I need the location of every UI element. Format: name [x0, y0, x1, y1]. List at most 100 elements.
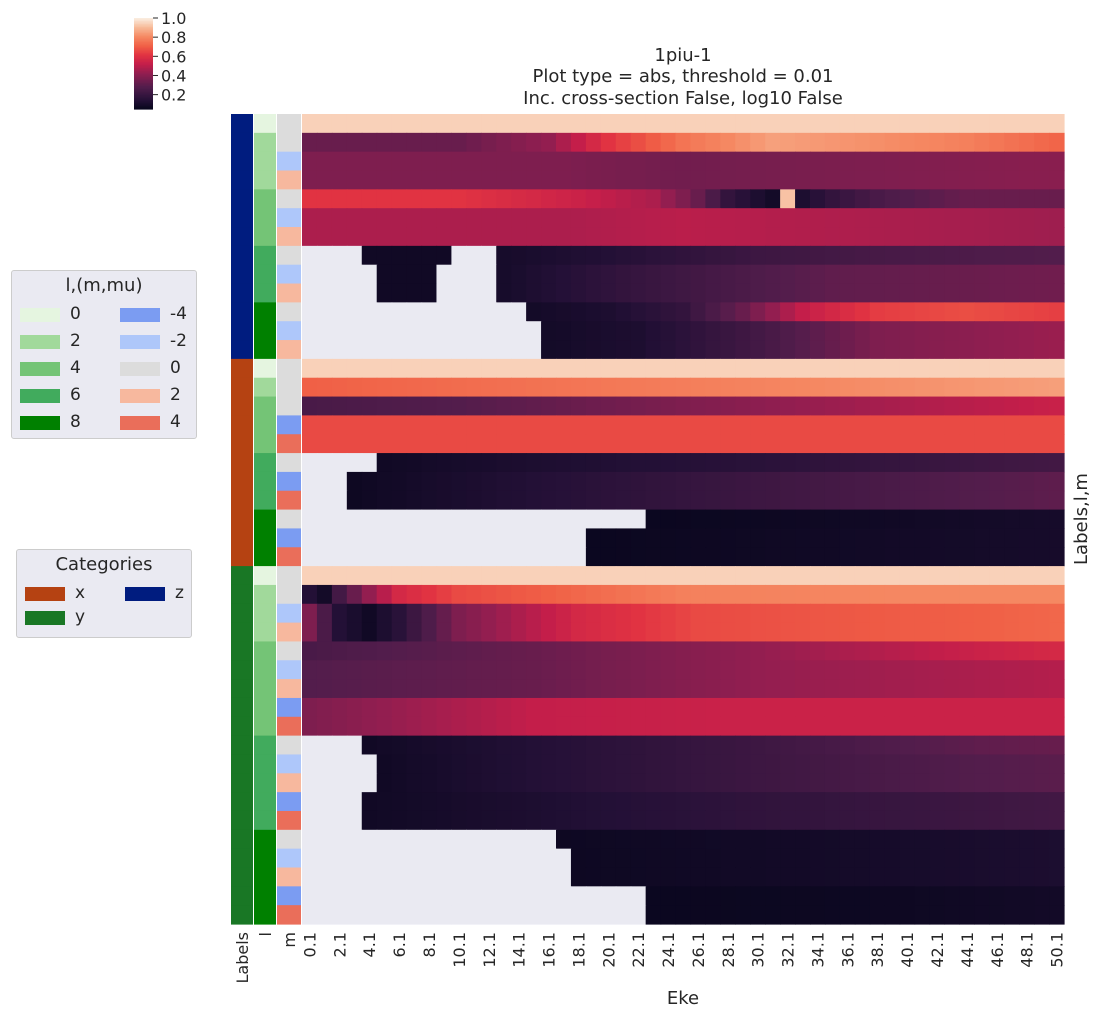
heatmap-cell	[421, 547, 438, 567]
heatmap-cell	[1049, 528, 1065, 548]
annotation-column-label: m	[280, 932, 299, 948]
heatmap-cell	[795, 321, 811, 341]
heatmap-cell	[959, 114, 975, 134]
heatmap-cell	[421, 434, 438, 454]
colorbar-segment	[134, 71, 153, 74]
colorbar-segment	[134, 104, 153, 107]
heatmap-cell	[511, 245, 527, 266]
heatmap-cell	[780, 603, 796, 624]
legend-l-entry-label: 0	[70, 304, 81, 324]
heatmap-cell	[406, 547, 423, 567]
heatmap-cell	[361, 810, 378, 831]
heatmap-cell	[959, 867, 975, 887]
heatmap-cell	[824, 151, 841, 172]
heatmap-cell	[556, 792, 572, 812]
heatmap-cell	[824, 735, 841, 756]
heatmap-cell	[884, 735, 901, 756]
heatmap-cell	[884, 584, 901, 605]
heatmap-cell	[1034, 358, 1050, 379]
heatmap-cell	[1034, 189, 1050, 209]
heatmap-cell	[376, 302, 393, 322]
heatmap-cell	[974, 151, 990, 172]
heatmap-cell	[884, 528, 901, 548]
heatmap-cell	[496, 302, 512, 322]
heatmap-cell	[675, 528, 692, 548]
heatmap-cell	[795, 810, 811, 831]
heatmap-cell	[795, 509, 811, 530]
heatmap-cell	[630, 283, 647, 303]
heatmap-cell	[436, 566, 453, 586]
heatmap-cell	[436, 697, 453, 718]
heatmap-cell	[884, 547, 901, 567]
heatmap-cell	[541, 490, 557, 511]
heatmap-cell	[1049, 471, 1065, 492]
heatmap-cell	[302, 321, 318, 341]
heatmap-cell	[750, 754, 766, 774]
annotation-label-cell	[231, 547, 253, 567]
heatmap-cell	[989, 792, 1005, 812]
heatmap-cell	[705, 792, 721, 812]
heatmap-cell	[615, 471, 632, 492]
heatmap-cell	[1049, 829, 1065, 850]
heatmap-cell	[645, 905, 662, 925]
heatmap-cell	[346, 735, 363, 756]
heatmap-cell	[690, 453, 707, 473]
heatmap-cell	[556, 208, 572, 228]
heatmap-cell	[451, 792, 467, 812]
heatmap-cell	[526, 848, 542, 869]
heatmap-cell	[735, 264, 751, 285]
heatmap-cell	[1004, 151, 1020, 172]
heatmap-cell	[1004, 208, 1020, 228]
heatmap-cell	[854, 415, 871, 435]
heatmap-cell	[556, 566, 572, 586]
heatmap-cell	[1034, 114, 1050, 134]
heatmap-cell	[660, 867, 677, 887]
heatmap-cell	[750, 490, 766, 511]
heatmap-cell	[780, 132, 796, 153]
heatmap-cell	[914, 848, 931, 869]
annotation-m-cell	[277, 566, 301, 586]
heatmap-cell	[974, 792, 990, 812]
heatmap-cell	[391, 321, 408, 341]
heatmap-cell	[1019, 584, 1035, 605]
colorbar-segment	[134, 36, 153, 39]
heatmap-cell	[839, 735, 856, 756]
heatmap-cell	[570, 622, 587, 643]
heatmap-cell	[1049, 227, 1065, 247]
heatmap-cell	[690, 151, 707, 172]
heatmap-cell	[615, 490, 632, 511]
heatmap-cell	[346, 905, 363, 925]
heatmap-cell	[302, 396, 318, 416]
heatmap-cell	[824, 377, 841, 398]
heatmap-cell	[869, 829, 886, 850]
heatmap-cell	[824, 453, 841, 473]
heatmap-cell	[585, 170, 602, 190]
heatmap-cell	[989, 547, 1005, 567]
heatmap-cell	[1004, 622, 1020, 643]
colorbar-segment	[134, 30, 153, 33]
heatmap-cell	[302, 810, 318, 831]
heatmap-cell	[810, 735, 826, 756]
heatmap-cell	[585, 321, 602, 341]
heatmap-cell	[854, 151, 871, 172]
heatmap-cell	[541, 170, 557, 190]
heatmap-cell	[720, 829, 736, 850]
heatmap-cell	[765, 170, 781, 190]
heatmap-cell	[824, 773, 841, 793]
heatmap-cell	[421, 735, 438, 756]
heatmap-cell	[750, 208, 766, 228]
heatmap-cell	[899, 114, 916, 134]
annotation-column-label: l	[256, 932, 275, 936]
heatmap-cell	[780, 886, 796, 906]
heatmap-cell	[780, 622, 796, 643]
heatmap-cell	[451, 245, 467, 266]
heatmap-cell	[541, 528, 557, 548]
heatmap-cell	[406, 905, 423, 925]
heatmap-cell	[451, 490, 467, 511]
heatmap-cell	[556, 302, 572, 322]
heatmap-cell	[630, 245, 647, 266]
colorbar-segment	[134, 55, 153, 59]
heatmap-cell	[526, 584, 542, 605]
heatmap-cell	[361, 641, 378, 661]
annotation-m-cell	[277, 189, 301, 209]
